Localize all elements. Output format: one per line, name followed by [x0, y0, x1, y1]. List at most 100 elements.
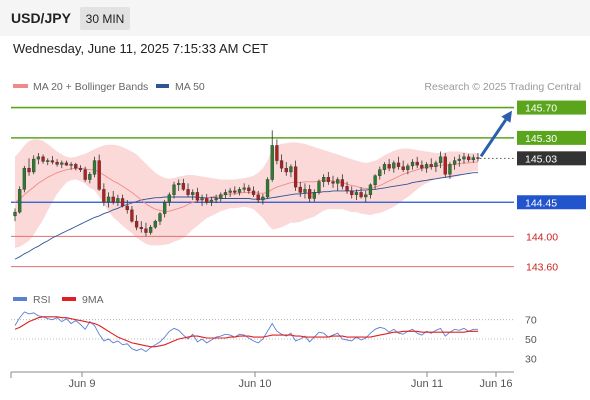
- candle: [158, 212, 162, 225]
- current-price-tag: [517, 151, 586, 166]
- candle: [382, 162, 387, 175]
- candle-body: [237, 189, 242, 193]
- candle-body: [448, 164, 452, 175]
- candle-body: [326, 177, 330, 183]
- candle: [55, 159, 59, 167]
- candle-body: [406, 165, 410, 170]
- candle: [373, 174, 377, 190]
- x-tick-label-1: Jun 10: [238, 378, 271, 390]
- projection-arrow-shaft: [479, 118, 508, 158]
- candle-body: [233, 190, 237, 193]
- candle: [32, 155, 36, 175]
- candle-body: [163, 202, 167, 214]
- level-label-0: 145.70: [525, 103, 557, 115]
- candle: [279, 154, 284, 172]
- candle: [350, 186, 354, 199]
- candle-body: [200, 198, 204, 201]
- ma50-legend-swatch: [156, 84, 169, 88]
- candle-body: [228, 190, 232, 193]
- candle-body: [214, 198, 218, 201]
- candle-body: [364, 194, 368, 198]
- candle-body: [466, 156, 471, 161]
- candle: [317, 179, 321, 195]
- candle: [410, 159, 415, 170]
- candle: [205, 193, 209, 205]
- projection-arrow-head: [501, 110, 512, 123]
- candle: [163, 199, 167, 218]
- candle: [111, 190, 115, 205]
- candle: [46, 158, 50, 166]
- candle-body: [134, 220, 139, 228]
- ma20-line: [14, 161, 478, 212]
- candle-body: [97, 160, 101, 190]
- timestamp: Wednesday, June 11, 2025 7:15:33 AM CET: [13, 41, 269, 56]
- candle-body: [410, 161, 415, 167]
- candle-body: [60, 162, 64, 165]
- candle: [293, 160, 298, 191]
- candle-body: [289, 166, 293, 173]
- candle: [331, 175, 335, 188]
- candle: [116, 194, 120, 207]
- candle-body: [186, 189, 190, 195]
- candle-body: [471, 157, 475, 161]
- candle-body: [27, 167, 31, 173]
- candle-body: [125, 205, 129, 211]
- candle-body: [64, 162, 69, 166]
- candle: [144, 222, 148, 237]
- candle: [392, 160, 396, 173]
- rsi-tick-2: 30: [525, 353, 537, 365]
- candle-body: [46, 160, 50, 162]
- candle: [424, 162, 429, 173]
- candle-body: [261, 196, 265, 201]
- candle-body: [106, 196, 111, 203]
- x-tick-label-2: Jun 11: [411, 378, 443, 390]
- candle-body: [303, 189, 307, 193]
- candle-body: [41, 156, 45, 162]
- candle-body: [424, 164, 429, 169]
- candle: [200, 194, 204, 207]
- timeframe-selector[interactable]: 30 MIN: [80, 7, 130, 30]
- candle-body: [256, 194, 260, 201]
- candle-body: [354, 192, 359, 195]
- candle-body: [359, 192, 363, 198]
- candle: [69, 162, 73, 170]
- x-tick-label-0: Jun 9: [69, 378, 96, 390]
- candle: [50, 156, 55, 165]
- candle-body: [167, 194, 171, 203]
- candle: [396, 156, 401, 170]
- candle: [307, 184, 312, 203]
- candle: [64, 160, 69, 166]
- candle: [345, 181, 349, 194]
- level-label-3: 144.00: [526, 231, 558, 243]
- candle-body: [177, 183, 181, 186]
- candle: [270, 130, 274, 182]
- candle-body: [420, 164, 424, 169]
- candle: [172, 181, 176, 199]
- candle-body: [130, 209, 134, 222]
- bollinger-band: [15, 139, 478, 248]
- candle: [261, 193, 265, 205]
- candle-body: [396, 162, 401, 167]
- candle-body: [279, 160, 284, 169]
- candle-body: [116, 198, 120, 203]
- candle-body: [382, 164, 387, 170]
- candle-body: [78, 167, 83, 170]
- candle-body: [345, 186, 349, 192]
- candle: [167, 192, 171, 207]
- candle: [97, 154, 101, 191]
- candle: [181, 178, 186, 191]
- level-tag-2: [517, 195, 586, 210]
- candle-body: [317, 181, 321, 193]
- candle: [83, 166, 87, 182]
- candle: [186, 183, 190, 197]
- candle-body: [219, 194, 223, 199]
- candle: [106, 192, 111, 208]
- candle-body: [415, 161, 419, 166]
- rsi-ma-line: [14, 316, 478, 348]
- candle: [359, 187, 363, 199]
- candle-body: [92, 160, 97, 175]
- candle: [251, 186, 256, 197]
- candle: [457, 154, 461, 167]
- candle-body: [270, 145, 274, 180]
- candle-body: [378, 169, 382, 176]
